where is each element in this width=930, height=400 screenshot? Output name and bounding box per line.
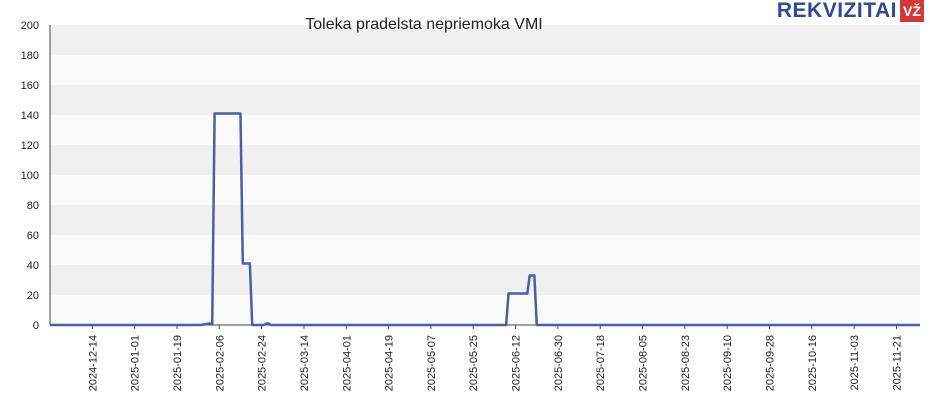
x-tick-label: 2025-07-18 — [595, 335, 607, 391]
x-tick-label: 2025-09-10 — [722, 335, 734, 391]
x-tick-label: 2024-12-14 — [87, 335, 99, 391]
grid-band — [50, 175, 920, 205]
x-tick-label: 2025-08-23 — [680, 335, 692, 391]
x-tick-label: 2025-01-01 — [130, 335, 142, 391]
x-tick-label: 2025-09-28 — [765, 335, 777, 391]
x-tick-label: 2025-06-12 — [511, 335, 523, 391]
y-tick-label: 200 — [21, 20, 39, 32]
x-tick-label: 2025-01-19 — [172, 335, 184, 391]
x-tick-label: 2025-08-05 — [638, 335, 650, 391]
x-tick-label: 2025-03-14 — [299, 335, 311, 391]
y-tick-label: 0 — [33, 320, 39, 332]
grid-band — [50, 205, 920, 235]
x-tick-label: 2025-10-16 — [807, 335, 819, 391]
y-tick-label: 20 — [27, 290, 39, 302]
x-tick-label: 2025-04-01 — [341, 335, 353, 391]
grid-band — [50, 235, 920, 265]
grid-band — [50, 295, 920, 325]
grid-band — [50, 85, 920, 115]
x-tick-label: 2025-06-30 — [553, 335, 565, 391]
x-tick-labels: 2024-12-14 2025-01-01 2025-01-19 2025-02-06… — [87, 335, 903, 391]
x-tick-label: 2025-02-24 — [257, 335, 269, 391]
rekvizitai-logo[interactable]: REKVIZITAI VŽ — [777, 0, 924, 22]
y-tick-label: 120 — [21, 140, 39, 152]
series-group — [50, 112, 920, 327]
y-tick-label: 160 — [21, 80, 39, 92]
y-tick-labels: 0 20 40 60 80 100 120 140 160 180 200 — [21, 20, 39, 332]
y-tick-label: 80 — [27, 200, 39, 212]
grid-band — [50, 265, 920, 295]
x-tick-label: 2025-02-06 — [214, 335, 226, 391]
grid-band — [50, 25, 920, 55]
x-tick-label: 2025-04-19 — [384, 335, 396, 391]
y-tick-label: 60 — [27, 230, 39, 242]
series-line — [50, 112, 920, 327]
grid-band — [50, 55, 920, 85]
y-tick-label: 140 — [21, 110, 39, 122]
x-tick-label: 2025-11-03 — [849, 335, 861, 390]
chart-title: Toleka pradelsta nepriemoka VMI — [305, 16, 542, 33]
grid-band — [50, 115, 920, 145]
y-tick-label: 100 — [21, 170, 39, 182]
x-tick-label: 2025-05-25 — [468, 335, 480, 391]
logo-badge: VŽ — [900, 0, 924, 22]
y-tick-label: 180 — [21, 50, 39, 62]
x-tick-label: 2025-05-07 — [426, 335, 438, 391]
y-tick-label: 40 — [27, 260, 39, 272]
x-tick-label: 2025-11-21 — [891, 335, 903, 390]
grid-bands — [50, 25, 920, 325]
grid-band — [50, 145, 920, 175]
logo-wordmark: REKVIZITAI — [776, 0, 897, 22]
